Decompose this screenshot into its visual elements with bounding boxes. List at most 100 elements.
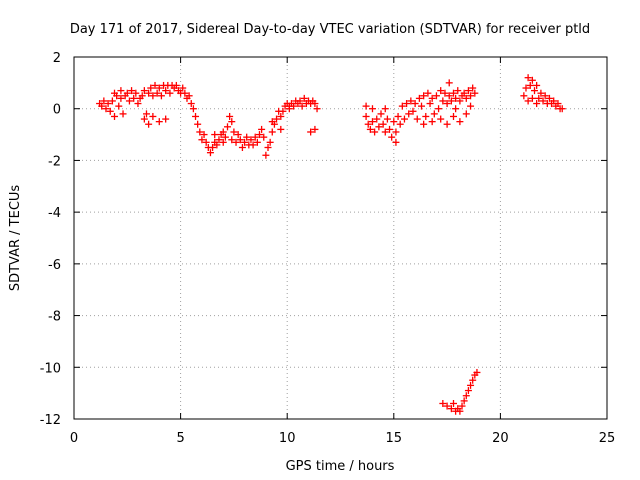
data-point xyxy=(439,399,447,407)
data-point xyxy=(106,107,114,115)
data-point xyxy=(437,115,445,123)
data-point xyxy=(234,131,242,139)
x-axis-label: GPS time / hours xyxy=(286,459,395,474)
data-point xyxy=(162,115,170,123)
y-tick-labels: -12 -10 -8 -6 -4 -2 0 2 xyxy=(40,51,61,428)
data-point xyxy=(383,115,391,123)
data-point xyxy=(411,100,419,108)
data-point xyxy=(313,105,321,113)
data-point xyxy=(413,115,421,123)
data-point xyxy=(209,144,217,151)
data-point xyxy=(253,138,261,146)
data-point xyxy=(441,89,449,97)
data-point xyxy=(132,89,140,97)
data-point xyxy=(439,97,447,105)
data-point xyxy=(290,102,298,110)
data-point xyxy=(464,387,472,395)
data-point xyxy=(215,136,223,144)
y-tick-label: -10 xyxy=(40,361,61,376)
data-point xyxy=(426,100,434,108)
data-point xyxy=(262,151,270,159)
data-point xyxy=(420,120,428,128)
data-point xyxy=(473,368,481,376)
data-point xyxy=(145,89,153,97)
data-point xyxy=(449,399,457,407)
data-point xyxy=(219,138,227,146)
y-tick-label: 2 xyxy=(53,51,61,66)
data-point xyxy=(415,94,423,102)
data-point xyxy=(541,92,549,100)
data-point xyxy=(277,125,285,133)
x-tick-label: 20 xyxy=(492,431,509,446)
data-point xyxy=(123,89,131,97)
data-point xyxy=(268,128,276,136)
data-point xyxy=(535,94,543,102)
data-point xyxy=(145,120,153,128)
data-point xyxy=(528,76,536,84)
data-point xyxy=(405,110,413,118)
data-point xyxy=(130,94,138,102)
data-point xyxy=(456,407,464,415)
data-point xyxy=(134,100,142,108)
data-point xyxy=(221,133,229,141)
axis-ticks xyxy=(73,56,608,420)
y-tick-label: -4 xyxy=(48,206,61,221)
data-point xyxy=(111,112,119,120)
data-point xyxy=(247,136,255,144)
data-point xyxy=(443,120,451,128)
y-tick-label: -8 xyxy=(48,310,61,325)
data-point xyxy=(379,120,387,128)
data-point xyxy=(206,149,214,157)
data-point xyxy=(533,81,541,89)
y-tick-label: -12 xyxy=(40,413,61,428)
x-tick-labels: 0 5 10 15 20 25 xyxy=(70,431,615,446)
data-point xyxy=(437,87,445,95)
data-point xyxy=(125,97,133,105)
plot-frame xyxy=(73,56,608,420)
data-point xyxy=(445,92,453,100)
data-point xyxy=(460,397,468,405)
data-point xyxy=(117,94,125,102)
data-point xyxy=(192,112,200,120)
data-point xyxy=(467,92,475,100)
data-point xyxy=(251,133,259,141)
data-point xyxy=(368,118,376,126)
data-point xyxy=(311,125,319,133)
data-point xyxy=(420,92,428,100)
data-point xyxy=(368,105,376,113)
data-point xyxy=(471,89,479,97)
data-point xyxy=(226,112,234,120)
data-point xyxy=(298,102,306,110)
data-point xyxy=(162,87,170,95)
data-point xyxy=(539,97,547,105)
data-point xyxy=(447,405,455,413)
data-point xyxy=(390,118,398,126)
data-point xyxy=(462,94,470,102)
data-point xyxy=(166,89,174,97)
data-point xyxy=(277,112,285,120)
data-point xyxy=(140,115,148,123)
data-point xyxy=(362,102,370,110)
data-point xyxy=(554,100,562,108)
data-point xyxy=(179,84,187,92)
data-point xyxy=(202,138,210,146)
data-point xyxy=(117,87,125,95)
data-point xyxy=(230,128,238,136)
y-tick-label: -6 xyxy=(48,258,61,273)
x-tick-label: 25 xyxy=(599,431,616,446)
data-point xyxy=(243,133,251,141)
data-point xyxy=(228,136,236,144)
data-point xyxy=(149,112,157,120)
data-point xyxy=(155,118,163,126)
data-point xyxy=(422,112,430,120)
data-point xyxy=(464,87,472,95)
data-point xyxy=(258,125,266,133)
data-point xyxy=(224,123,232,131)
data-point xyxy=(181,89,189,97)
data-point xyxy=(296,97,304,105)
x-tick-label: 0 xyxy=(70,431,78,446)
data-point xyxy=(189,105,197,113)
data-point xyxy=(311,100,319,108)
data-point xyxy=(432,92,440,100)
